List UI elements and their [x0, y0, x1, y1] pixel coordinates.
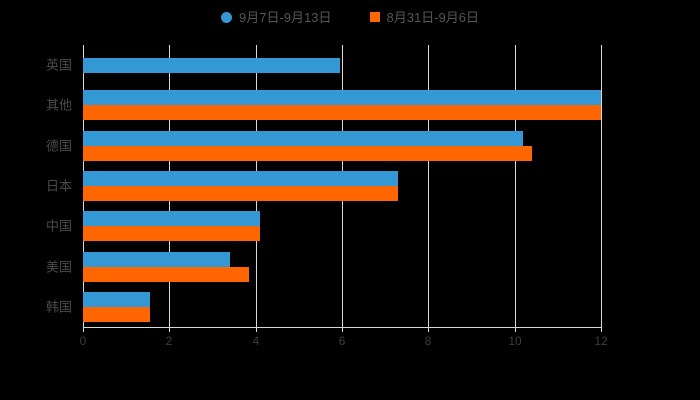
bar[interactable]: [83, 171, 399, 186]
square-marker-icon: [369, 12, 380, 22]
x-axis-tick: [515, 327, 516, 332]
x-axis-tick: [83, 327, 84, 332]
x-gridline: [515, 45, 516, 327]
x-axis-tick: [342, 327, 343, 332]
legend-label-series-0: 9月7日-9月13日: [239, 9, 332, 25]
x-axis-tick: [256, 327, 257, 332]
bar[interactable]: [83, 105, 601, 121]
bar[interactable]: [83, 266, 250, 282]
bar[interactable]: [83, 186, 399, 201]
x-axis-tick-label: 2: [165, 334, 173, 348]
x-axis-tick-label: 6: [338, 334, 346, 348]
x-axis-tick-label: 12: [594, 334, 608, 348]
x-axis-tick: [428, 327, 429, 332]
x-axis-tick: [169, 327, 170, 332]
legend-item-series-1[interactable]: 8月31日-9月6日: [369, 9, 479, 25]
x-gridline: [428, 45, 429, 327]
bar[interactable]: [83, 251, 230, 267]
bar[interactable]: [83, 145, 532, 161]
x-axis-tick-label: 8: [424, 334, 432, 348]
x-axis-tick: [601, 327, 602, 332]
bar[interactable]: [83, 130, 524, 146]
x-axis-tick-label: 0: [79, 334, 87, 348]
y-axis-category-label: 中国: [45, 218, 72, 234]
y-axis-category-label: 美国: [45, 259, 72, 275]
bar[interactable]: [83, 226, 260, 242]
y-axis-category-label: 日本: [45, 178, 72, 194]
x-axis-tick-label: 10: [508, 334, 522, 348]
circle-marker-icon: [221, 11, 233, 23]
bar[interactable]: [83, 211, 260, 227]
y-axis-category-label: 其他: [45, 97, 72, 113]
bar[interactable]: [83, 90, 601, 106]
x-gridline: [601, 45, 602, 327]
bar[interactable]: [83, 291, 150, 307]
legend-label-series-1: 8月31日-9月6日: [386, 9, 479, 25]
x-axis-tick-label: 4: [252, 334, 260, 348]
y-axis-category-label: 英国: [45, 57, 72, 73]
plot-area: [83, 45, 602, 327]
bar[interactable]: [83, 306, 150, 322]
y-axis-category-label: 德国: [45, 138, 72, 154]
bar[interactable]: [83, 57, 340, 73]
chart-legend: 9月7日-9月13日 8月31日-9月6日: [0, 0, 700, 34]
y-axis-category-label: 韩国: [45, 299, 72, 315]
legend-item-series-0[interactable]: 9月7日-9月13日: [221, 9, 332, 25]
